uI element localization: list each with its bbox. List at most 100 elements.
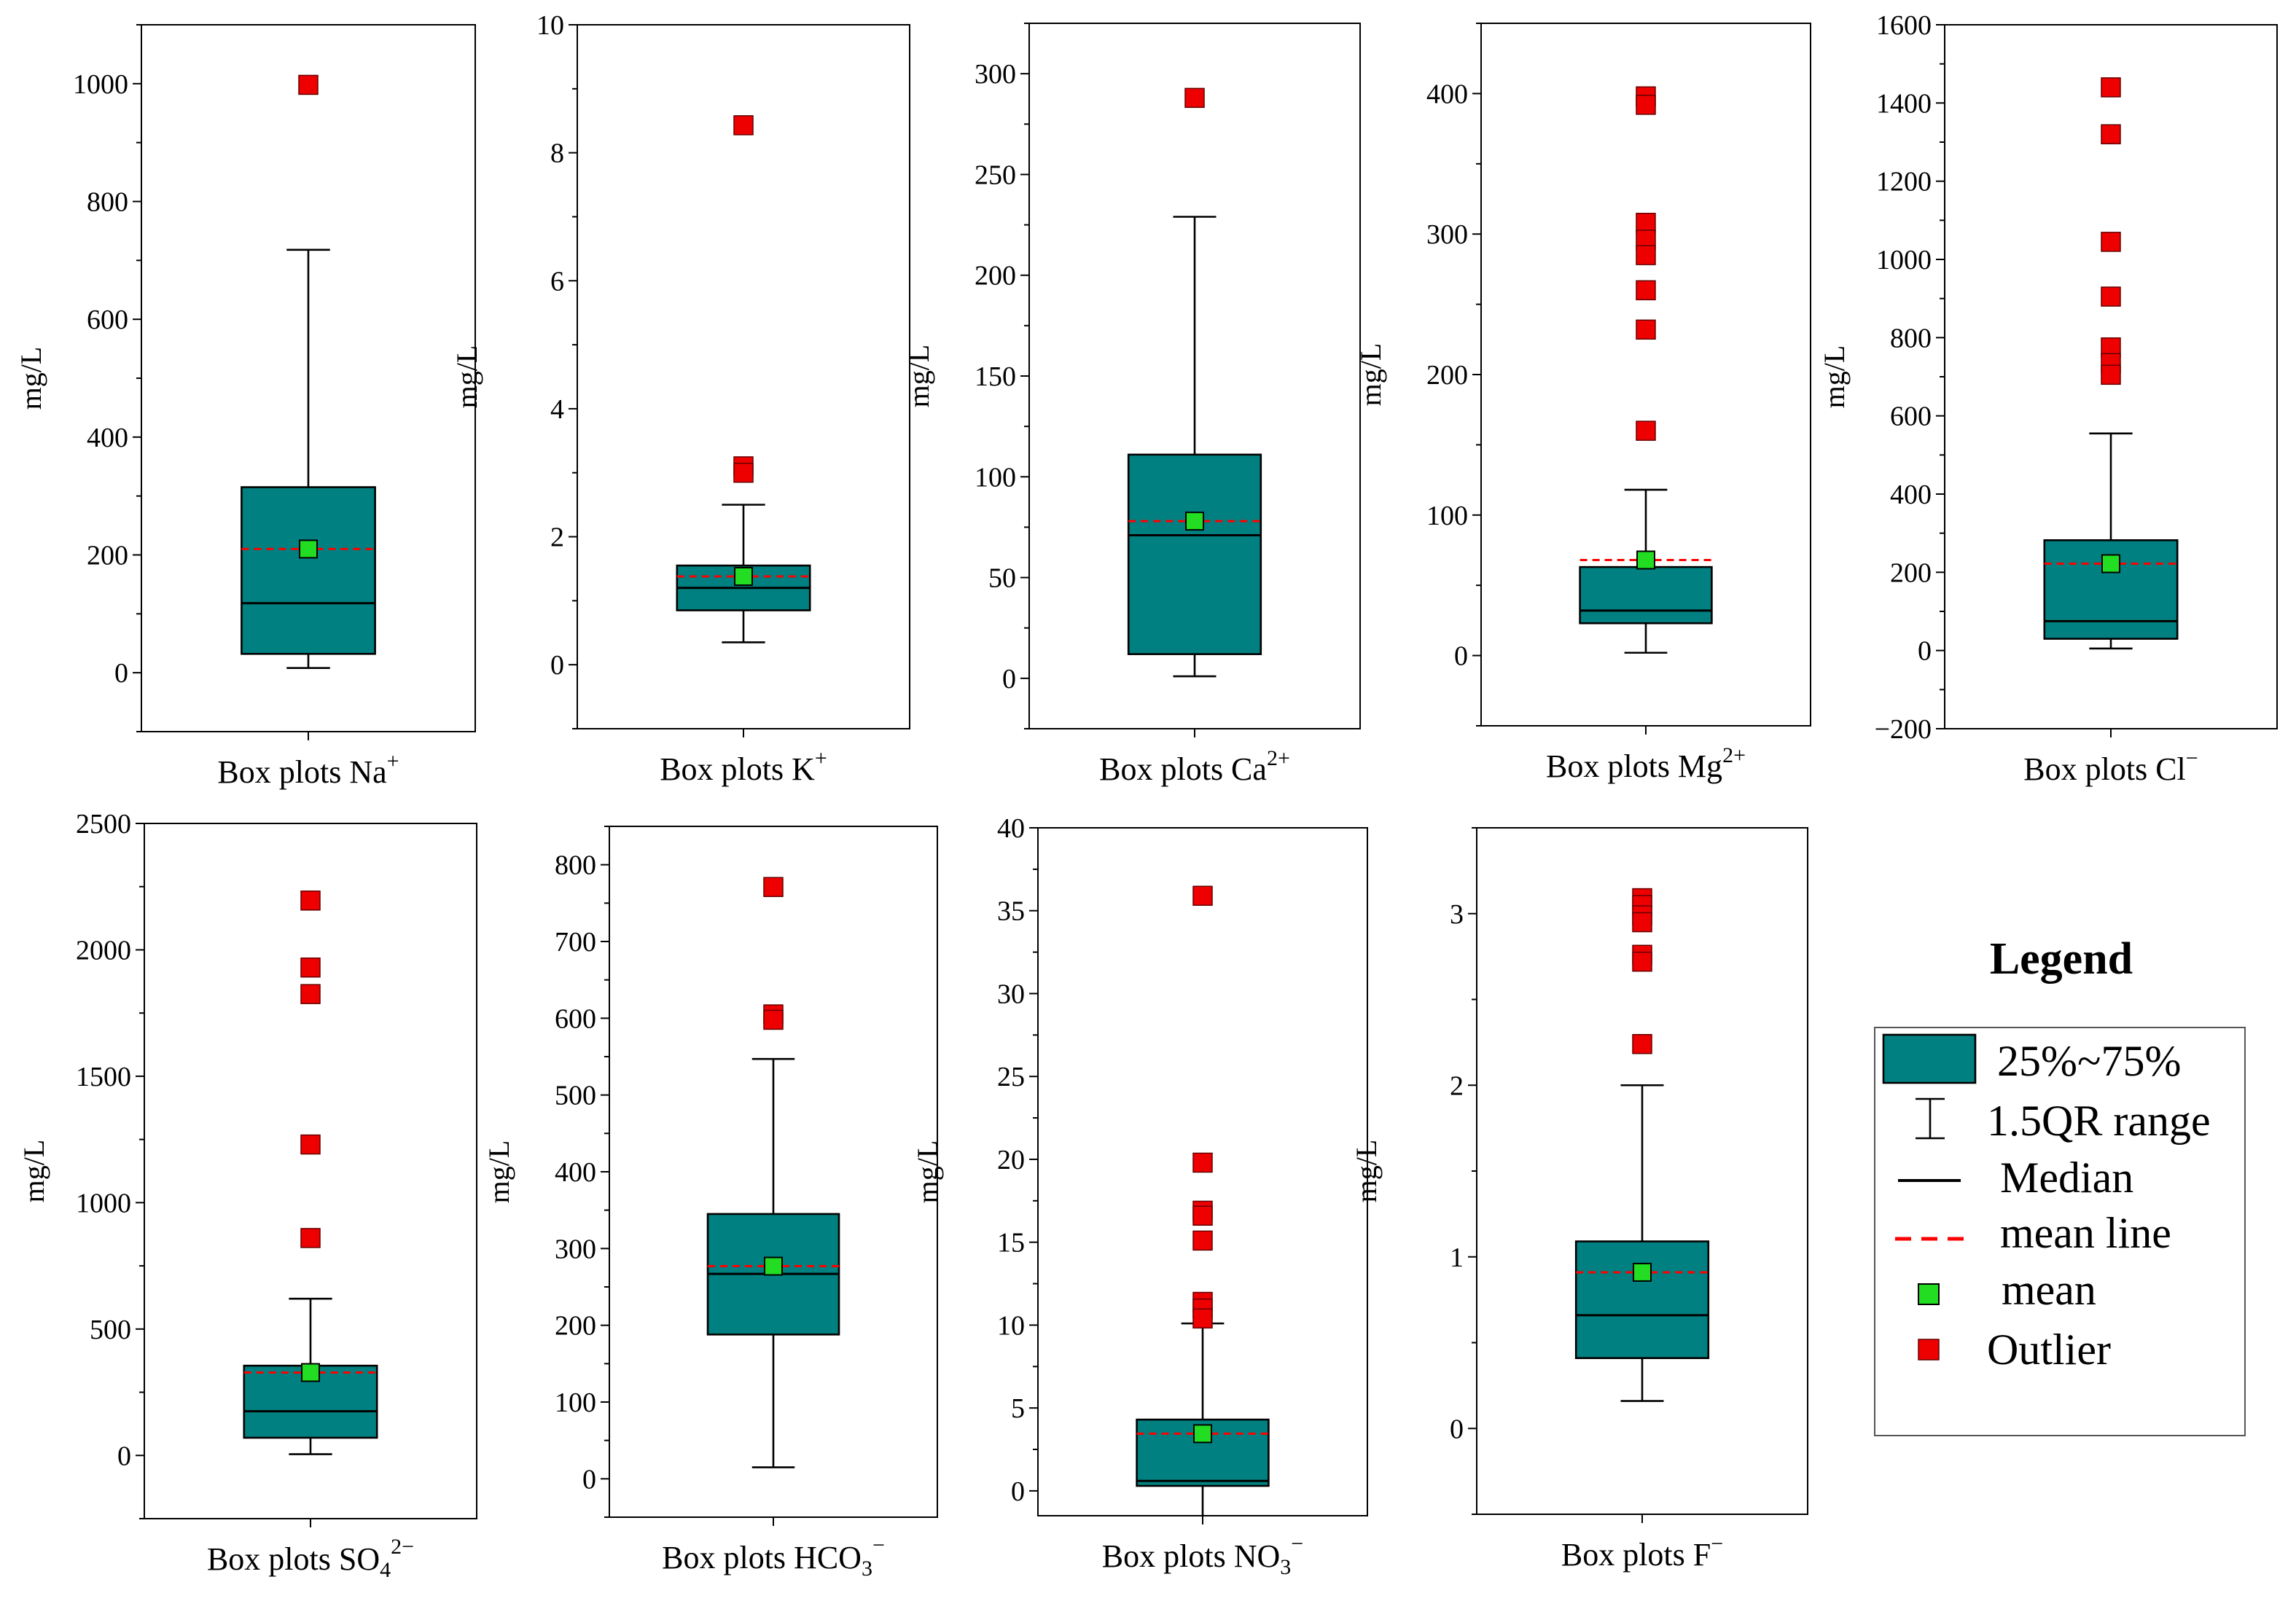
y-tick-label: 0 [1450,1414,1464,1444]
y-tick-label: 500 [90,1315,131,1345]
y-tick-label: 150 [975,361,1016,392]
iqr-box [241,486,376,655]
y-tick-label: 100 [1426,501,1468,531]
y-tick-label: 200 [1890,557,1932,588]
y-tick-label: 2000 [76,935,131,966]
outlier-point [1192,1308,1213,1329]
mean-marker [2101,554,2120,573]
box-plot-panel-2: 0 2 4 6 8 10 mg/L Box plots K+ [450,10,910,787]
y-axis-label: mg/L [911,1140,944,1204]
iqr-box [1579,565,1713,625]
legend-label-meanline: mean line [2000,1209,2171,1257]
outlier-point [733,115,754,136]
y-tick-label: 500 [555,1081,596,1111]
legend-label-median: Median [2000,1154,2133,1202]
y-tick-label: 200 [975,261,1016,291]
outlier-point [1192,885,1213,907]
legend-label-outlier: Outlier [1987,1326,2111,1374]
y-tick-label: 35 [997,896,1025,927]
outlier-point [2101,286,2121,307]
legend: Legend 25%~75% 1.5QR range Median mean l… [1874,934,2246,1436]
outlier-point [298,74,319,95]
box-plot-panel-6: 0 500 1000 1500 2000 2500 mg/L Box plots SO42− [17,809,477,1582]
outlier-point [1636,319,1656,340]
outlier-point [300,984,321,1004]
category-label: Box plots Mg2+ [1546,743,1746,784]
y-tick-label: 0 [1002,664,1016,694]
y-axis-label: mg/L [1350,1140,1383,1203]
box-plot-panel-8: 0 5 10 15 20 25 30 35 40 mg/L Box plots NO3− [911,813,1368,1579]
legend-whisker-symbol [1916,1097,1945,1140]
outlier-point [1636,213,1656,233]
category-label: Box plots SO42− [207,1535,414,1582]
y-tick-label: 0 [114,658,128,689]
y-axis-label: mg/L [902,345,935,408]
outlier-point [1636,245,1656,265]
iqr-box [1574,1240,1710,1359]
y-tick-label: 0 [1454,641,1468,672]
category-label: Box plots K+ [660,746,827,787]
y-tick-label: 0 [550,650,564,681]
y-axis-label: mg/L [483,1140,515,1204]
y-tick-label: 1 [1450,1242,1464,1273]
y-tick-label: 0 [582,1464,596,1495]
y-tick-label: 40 [997,813,1025,844]
y-axis-label: mg/L [450,345,483,409]
y-tick-label: 20 [997,1145,1025,1175]
y-tick-label: 300 [555,1234,596,1264]
y-tick-label: 400 [1890,479,1932,510]
legend-label-mean: mean [2002,1266,2096,1314]
box-plot-panel-1: 0 200 400 600 800 1000 mg/L Box plots Na+ [15,24,476,790]
category-label: Box plots Ca2+ [1099,746,1290,787]
y-axis-label: mg/L [17,1140,50,1203]
y-tick-label: 400 [87,423,128,453]
outlier-point [1636,95,1656,115]
legend-label-box: 25%~75% [1997,1037,2181,1085]
outlier-point [1192,1205,1213,1226]
y-tick-label: 50 [988,563,1016,594]
category-label: Box plots NO3− [1102,1532,1303,1579]
y-axis-label: mg/L [1354,343,1387,407]
outlier-point [300,890,321,911]
box-plot-panel-9: 0 1 2 3 mg/L Box plots F− [1350,827,1808,1573]
box-plot-panel-5: −200 0 200 400 600 800 1000 1200 1400 1600 mg/L Box… [1818,10,2278,787]
outlier-point [1184,87,1205,109]
y-tick-label: 1500 [76,1062,131,1092]
outlier-point [2101,77,2121,98]
box-plot-panel-3: 0 50 100 150 200 250 300 mg/L Box plots Ca2+ [902,23,1361,787]
y-tick-label: 250 [975,160,1016,190]
legend-mean-symbol [1918,1283,1940,1305]
outlier-point [1192,1152,1213,1173]
y-tick-label: 25 [997,1062,1025,1092]
y-axis-label: mg/L [15,347,47,410]
y-tick-label: 100 [555,1387,596,1418]
outlier-point [1632,1033,1652,1054]
mean-marker [764,1256,783,1276]
legend-title: Legend [1990,934,2133,984]
mean-marker [299,539,318,559]
y-axis-label: mg/L [1818,345,1851,409]
outlier-point [2101,124,2121,145]
outlier-point [300,957,321,978]
category-label: Box plots F− [1561,1532,1723,1573]
outlier-point [1632,912,1652,933]
y-tick-label: 600 [1890,402,1932,432]
outlier-point [1636,420,1656,441]
mean-marker [1633,1262,1652,1282]
y-tick-label: 1000 [1876,245,1932,275]
y-tick-label: 15 [997,1228,1025,1258]
y-tick-label: 2 [1450,1070,1464,1101]
outlier-point [763,1009,784,1030]
y-tick-label: 10 [997,1310,1025,1341]
y-tick-label: 400 [555,1157,596,1188]
outlier-point [733,462,754,483]
y-tick-label: 0 [1918,636,1932,667]
y-tick-label: 200 [87,541,128,571]
y-tick-label: 1600 [1876,10,1932,41]
category-label: Box plots Cl− [2023,746,2198,787]
legend-outlier-symbol [1918,1339,1940,1361]
y-tick-label: 300 [975,59,1016,90]
mean-marker [1185,512,1204,531]
